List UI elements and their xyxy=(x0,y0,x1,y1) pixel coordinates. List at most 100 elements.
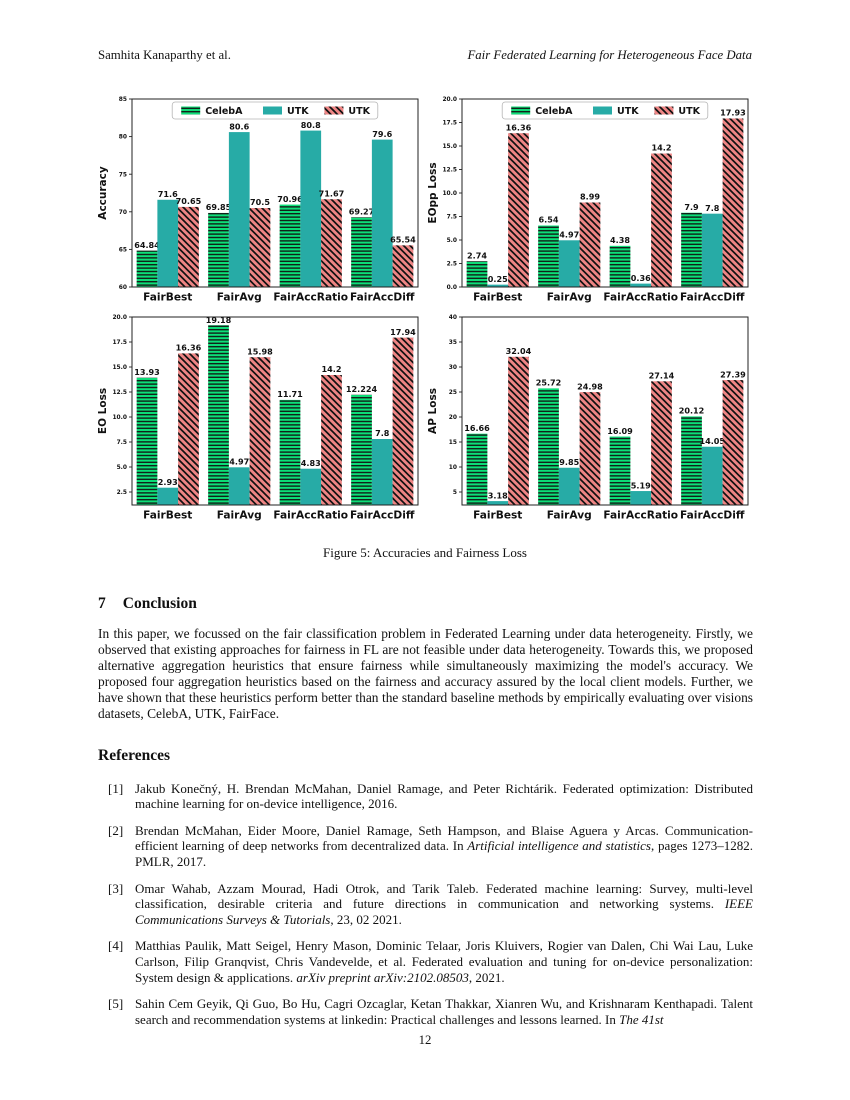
svg-text:80.6: 80.6 xyxy=(229,121,249,131)
chart-accuracy: 60 65 70 75 80 85 64.84 69.85 70.96 69.27 71.6 80.6… xyxy=(95,93,425,311)
svg-text:60: 60 xyxy=(119,285,127,291)
svg-text:25.72: 25.72 xyxy=(536,378,562,388)
svg-text:14.05: 14.05 xyxy=(699,436,725,446)
svg-text:16.09: 16.09 xyxy=(607,426,633,436)
svg-text:0.25: 0.25 xyxy=(488,274,508,284)
chart-eo-loss: 2.5 5.0 7.5 10.0 12.5 15.0 17.5 20.0 13.93 19.18 1… xyxy=(95,311,425,529)
svg-text:20.0: 20.0 xyxy=(442,97,457,103)
svg-text:CelebA: CelebA xyxy=(205,106,243,117)
chart-ap-loss: 5 10 15 20 25 30 35 40 16.66 25.72 16.09 20.12 3.18 9… xyxy=(425,311,755,529)
svg-text:FairAccDiff: FairAccDiff xyxy=(680,510,745,522)
svg-text:7.8: 7.8 xyxy=(375,428,390,438)
svg-text:69.85: 69.85 xyxy=(206,202,232,212)
svg-text:14.2: 14.2 xyxy=(321,364,341,374)
svg-text:FairBest: FairBest xyxy=(473,292,522,304)
svg-text:79.6: 79.6 xyxy=(372,129,392,139)
svg-text:14.2: 14.2 xyxy=(651,143,671,153)
reference-item: [2] Brendan McMahan, Eider Moore, Daniel… xyxy=(108,823,753,870)
svg-text:4.38: 4.38 xyxy=(610,235,630,245)
svg-text:FairBest: FairBest xyxy=(143,510,192,522)
svg-text:80: 80 xyxy=(119,135,127,141)
page-number: 12 xyxy=(418,1033,432,1047)
svg-text:10.0: 10.0 xyxy=(112,415,127,421)
reference-text: Sahin Cem Geyik, Qi Guo, Bo Hu, Cagri Oz… xyxy=(135,996,753,1028)
svg-text:5.19: 5.19 xyxy=(631,480,651,490)
svg-text:AP Loss: AP Loss xyxy=(427,388,439,434)
svg-text:UTK: UTK xyxy=(287,106,309,117)
reference-item: [5] Sahin Cem Geyik, Qi Guo, Bo Hu, Cagr… xyxy=(108,996,753,1028)
reference-item: [4] Matthias Paulik, Matt Seigel, Henry … xyxy=(108,938,753,985)
svg-text:EOpp Loss: EOpp Loss xyxy=(427,162,439,223)
svg-text:15.0: 15.0 xyxy=(112,365,127,371)
header-authors: Samhita Kanaparthy et al. xyxy=(98,48,231,62)
svg-text:75: 75 xyxy=(119,172,127,178)
svg-text:0.36: 0.36 xyxy=(631,273,651,283)
svg-text:FairAvg: FairAvg xyxy=(217,292,262,304)
svg-text:4.97: 4.97 xyxy=(229,457,249,467)
figure-5-charts: 60 65 70 75 80 85 64.84 69.85 70.96 69.27 71.6 80.6… xyxy=(95,93,755,529)
svg-text:24.98: 24.98 xyxy=(577,381,603,391)
svg-text:6.54: 6.54 xyxy=(539,215,559,225)
svg-text:FairAccRatio: FairAccRatio xyxy=(273,510,348,522)
header-paper-title: Fair Federated Learning for Heterogeneou… xyxy=(467,48,752,62)
svg-text:70.5: 70.5 xyxy=(250,197,270,207)
figure-caption: Figure 5: Accuracies and Fairness Loss xyxy=(323,545,527,560)
svg-text:3.18: 3.18 xyxy=(488,490,508,500)
svg-text:Accuracy: Accuracy xyxy=(97,166,109,220)
svg-text:FairAvg: FairAvg xyxy=(217,510,262,522)
svg-text:16.36: 16.36 xyxy=(506,122,532,132)
svg-text:20.12: 20.12 xyxy=(679,406,705,416)
svg-text:13.93: 13.93 xyxy=(134,367,160,377)
svg-text:85: 85 xyxy=(119,97,127,103)
reference-text: Jakub Konečný, H. Brendan McMahan, Danie… xyxy=(135,780,753,812)
svg-text:17.5: 17.5 xyxy=(442,121,457,127)
reference-text: Omar Wahab, Azzam Mourad, Hadi Otrok, an… xyxy=(135,880,753,928)
svg-text:11.71: 11.71 xyxy=(277,389,303,399)
section-title: Conclusion xyxy=(122,595,197,612)
svg-text:20: 20 xyxy=(449,415,457,421)
svg-text:64.84: 64.84 xyxy=(134,240,160,250)
svg-text:UTK: UTK xyxy=(617,106,639,117)
svg-text:15: 15 xyxy=(449,440,457,446)
svg-text:FairAccDiff: FairAccDiff xyxy=(350,292,415,304)
svg-text:8.99: 8.99 xyxy=(580,192,600,202)
reference-number: [5] xyxy=(108,996,124,1012)
svg-text:5.0: 5.0 xyxy=(447,238,457,244)
svg-text:UTK: UTK xyxy=(348,106,370,117)
svg-text:17.5: 17.5 xyxy=(112,340,127,346)
references-list: [1] Jakub Konečný, H. Brendan McMahan, D… xyxy=(108,781,753,1028)
svg-text:12.224: 12.224 xyxy=(346,384,378,394)
svg-text:30: 30 xyxy=(449,365,457,371)
svg-text:69.27: 69.27 xyxy=(349,206,375,216)
svg-text:5: 5 xyxy=(453,490,457,496)
svg-text:71.6: 71.6 xyxy=(158,189,178,199)
reference-number: [1] xyxy=(108,780,124,796)
svg-text:27.14: 27.14 xyxy=(649,371,675,381)
svg-text:35: 35 xyxy=(449,340,457,346)
svg-text:12.5: 12.5 xyxy=(112,390,127,396)
svg-text:17.94: 17.94 xyxy=(390,327,416,337)
svg-text:7.5: 7.5 xyxy=(447,215,457,221)
svg-text:40: 40 xyxy=(449,315,457,321)
reference-item: [1] Jakub Konečný, H. Brendan McMahan, D… xyxy=(108,781,753,813)
reference-number: [3] xyxy=(108,880,124,896)
section-number: 7 xyxy=(98,595,106,612)
svg-text:70.96: 70.96 xyxy=(277,194,303,204)
svg-text:15.98: 15.98 xyxy=(247,346,273,356)
svg-text:7.8: 7.8 xyxy=(705,203,720,213)
reference-number: [4] xyxy=(108,938,124,954)
svg-text:4.83: 4.83 xyxy=(301,458,321,468)
svg-text:5.0: 5.0 xyxy=(117,465,127,471)
svg-text:12.5: 12.5 xyxy=(442,168,457,174)
svg-text:65: 65 xyxy=(119,248,127,254)
svg-text:27.39: 27.39 xyxy=(720,369,746,379)
svg-text:71.67: 71.67 xyxy=(319,188,345,198)
svg-text:80.8: 80.8 xyxy=(301,120,321,130)
svg-text:FairAccDiff: FairAccDiff xyxy=(680,292,745,304)
conclusion-paragraph: In this paper, we focussed on the fair c… xyxy=(98,626,753,722)
svg-text:UTK: UTK xyxy=(678,106,700,117)
svg-text:2.74: 2.74 xyxy=(467,250,487,260)
svg-text:15.0: 15.0 xyxy=(442,144,457,150)
running-header: Samhita Kanaparthy et al. Fair Federated… xyxy=(98,48,752,63)
